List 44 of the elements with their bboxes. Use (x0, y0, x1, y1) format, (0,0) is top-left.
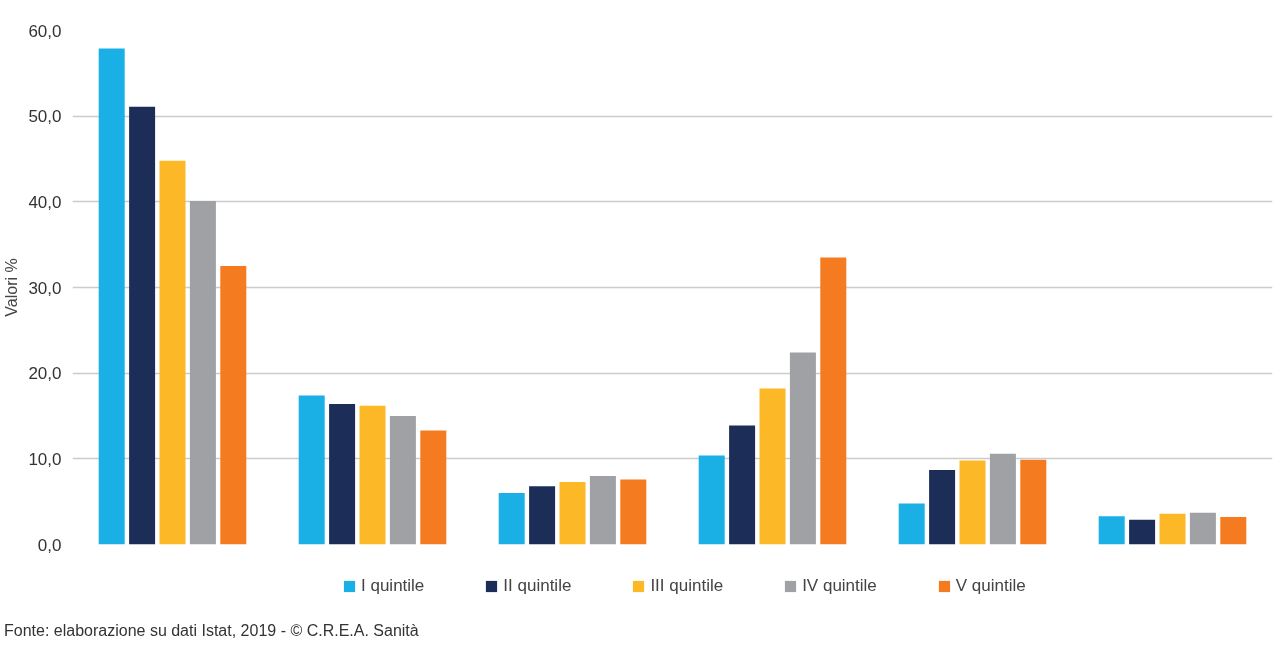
bar (389, 416, 416, 545)
y-tick-label: 50,0 (28, 107, 62, 127)
bar (698, 455, 725, 545)
bar (898, 503, 925, 545)
bar (1020, 459, 1047, 545)
bar (559, 481, 586, 545)
bar (1098, 516, 1125, 545)
bar (359, 405, 386, 545)
bar (529, 486, 556, 545)
bar (1220, 517, 1247, 545)
bar (620, 479, 647, 545)
bar (789, 352, 816, 545)
bar (959, 460, 986, 545)
legend-label: I quintile (361, 576, 425, 596)
y-tick-label: 30,0 (28, 278, 62, 298)
legend-label: III quintile (650, 576, 724, 596)
y-tick-label: 0,0 (37, 535, 62, 555)
bar (759, 388, 786, 545)
bar (129, 106, 156, 545)
y-tick-label: 10,0 (28, 449, 62, 469)
legend-label: II quintile (503, 576, 572, 596)
bar (189, 200, 216, 545)
y-tick-label: 20,0 (28, 364, 62, 384)
bar (929, 469, 956, 545)
bar (98, 48, 125, 545)
y-tick-label: 40,0 (28, 192, 62, 212)
bar (589, 475, 616, 545)
legend-label: IV quintile (802, 576, 877, 596)
bar (220, 266, 247, 545)
y-tick-label: 60,0 (28, 21, 62, 41)
legend-label: V quintile (955, 576, 1026, 596)
source-note: Fonte: elaborazione su dati Istat, 2019 - © C.R.E.A. Sanità (4, 621, 419, 641)
bar (1159, 513, 1186, 545)
bar (329, 404, 356, 545)
bar (498, 493, 525, 545)
y-axis-title: Valori % (3, 258, 21, 317)
bar (420, 430, 447, 545)
bar (729, 425, 756, 545)
bar (159, 160, 186, 545)
bar (1189, 512, 1216, 545)
bar (298, 395, 325, 545)
bar (989, 453, 1016, 545)
bar (820, 257, 847, 545)
bar (1129, 519, 1156, 545)
